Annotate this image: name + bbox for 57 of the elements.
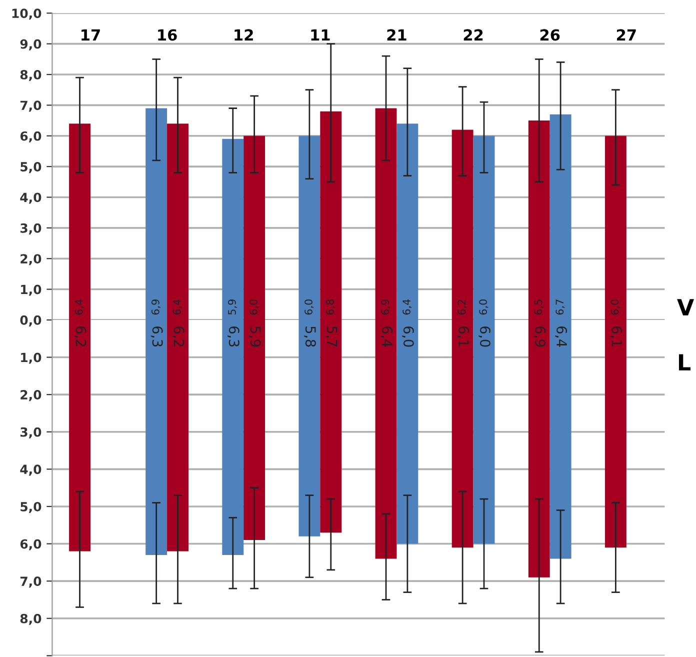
data-label: 6,5: [534, 300, 544, 315]
y-tick-label: 9,0: [20, 39, 42, 50]
y-tick-label: 8,0: [20, 614, 42, 625]
data-label: 6,4: [380, 326, 392, 347]
text: V: [677, 299, 694, 316]
data-label: 6,0: [478, 326, 490, 347]
y-tick-label: 3,0: [20, 427, 42, 438]
y-tick-label: 7,0: [20, 100, 42, 112]
y-tick-label: 2,0: [20, 254, 42, 266]
data-label: 6,7: [556, 300, 565, 315]
data-label: 6,0: [249, 299, 258, 315]
y-tick-label: 4,0: [20, 192, 42, 204]
data-label: 6,9: [534, 326, 546, 347]
x-tick-label: 17: [82, 29, 100, 41]
text: L: [678, 354, 690, 370]
x-tick-label: 22: [464, 29, 483, 41]
data-label: 5,7: [325, 326, 338, 346]
y-tick-label: 6,0: [20, 539, 42, 550]
y-tick-label: 5,0: [20, 502, 42, 513]
y-tick-label: 7,0: [20, 576, 42, 588]
data-label: 5,9: [248, 326, 261, 347]
y-tick-label: 3,0: [20, 223, 42, 234]
data-label: 6,8: [326, 300, 335, 315]
y-tick-label: 4,0: [20, 464, 42, 476]
x-tick-label: 11: [311, 29, 330, 41]
y-tick-label: 10,0: [12, 8, 42, 20]
data-label: 6,2: [74, 326, 86, 346]
data-label: 6,0: [610, 299, 620, 315]
data-label: 6,4: [74, 299, 84, 315]
data-label: 6,1: [457, 326, 470, 346]
data-label: 6,2: [458, 300, 467, 315]
data-label: 5,9: [228, 300, 237, 315]
x-tick-label: 16: [158, 29, 177, 41]
data-label: 6,9: [151, 300, 160, 315]
data-label: 6,0: [479, 299, 488, 315]
x-tick-label: 27: [616, 29, 636, 41]
data-label: 6,4: [172, 299, 182, 315]
data-label: 6,3: [227, 326, 240, 347]
y-tick-label: 8,0: [20, 70, 42, 82]
x-tick-label: 26: [540, 29, 560, 41]
data-label: 6,0: [402, 326, 414, 347]
data-label: 6,2: [172, 326, 184, 346]
data-label: 6,0: [304, 299, 314, 315]
y-tick-label: 5,0: [20, 162, 42, 174]
data-label: 6,4: [555, 326, 568, 347]
y-tick-label: 6,0: [20, 131, 42, 142]
y-tick-label: 1,0: [21, 284, 42, 296]
data-label: 5,8: [304, 326, 316, 347]
data-label: 6,3: [150, 326, 163, 347]
y-tick-label: 0,0: [20, 315, 42, 326]
y-tick-label: 2,0: [20, 390, 42, 402]
y-tick-label: 1,0: [21, 352, 42, 364]
data-label: 6,9: [381, 300, 390, 315]
data-label: 6,4: [402, 299, 412, 315]
x-tick-label: 12: [234, 29, 253, 41]
data-label: 6,1: [610, 326, 622, 346]
x-tick-label: 21: [387, 29, 406, 41]
